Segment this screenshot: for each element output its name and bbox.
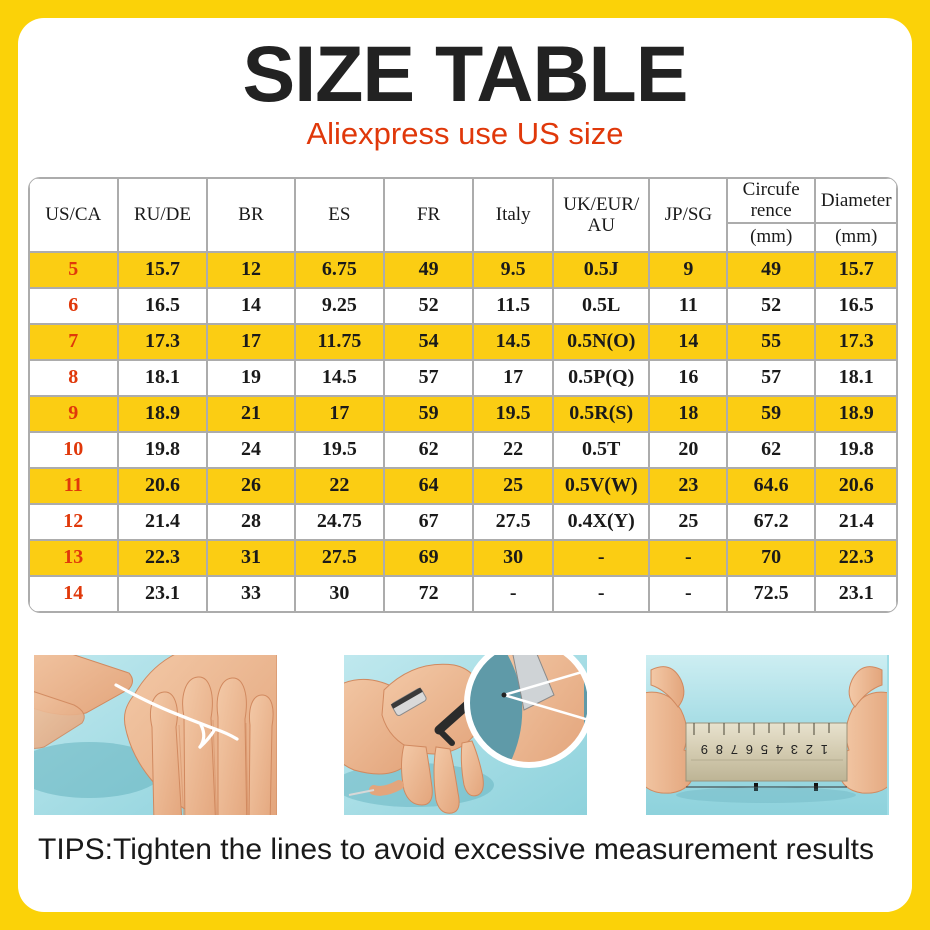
svg-text:1: 1 [821, 742, 828, 757]
svg-text:9: 9 [701, 742, 708, 757]
svg-text:2: 2 [806, 742, 813, 757]
svg-text:7: 7 [731, 742, 738, 757]
svg-text:6: 6 [746, 742, 753, 757]
svg-text:5: 5 [761, 742, 768, 757]
svg-text:3: 3 [791, 742, 798, 757]
svg-text:4: 4 [776, 742, 783, 757]
svg-text:8: 8 [716, 742, 723, 757]
